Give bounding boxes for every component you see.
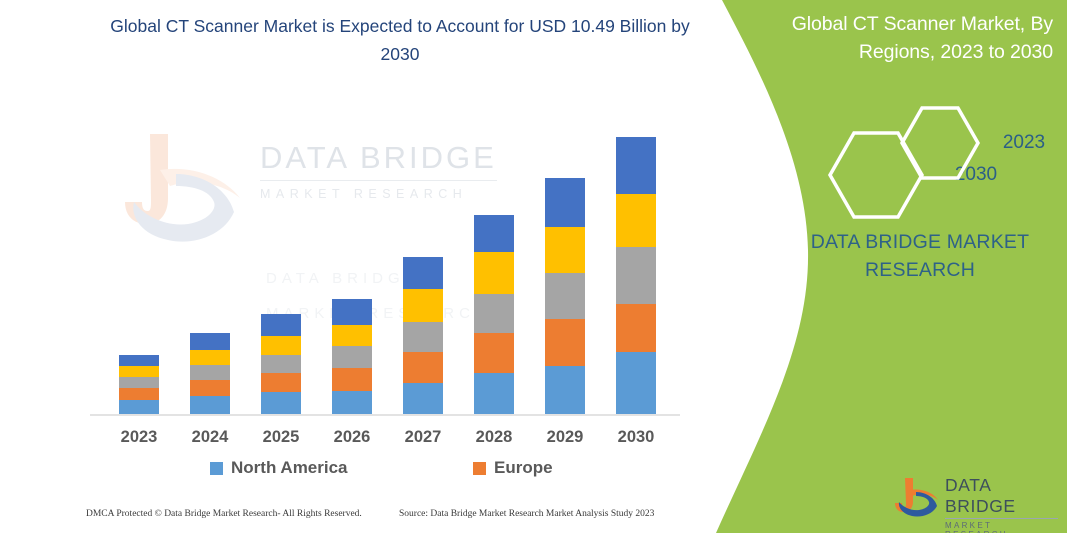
bar-segment-europe [190,380,230,396]
x-axis-label-2026: 2026 [333,428,371,446]
bar-segment-series-4 [403,289,443,322]
x-axis-label-2030: 2030 [617,428,655,446]
bar-segment-series-3 [474,294,514,333]
bar-segment-north-america [403,383,443,414]
brand-logo-text: DATA BRIDGE MARKET RESEARCH [945,475,1058,533]
panel-brand-line2: RESEARCH [865,259,975,281]
hexagon-label-2023: 2023 [1002,132,1046,153]
hexagon-outline-icon [899,106,981,180]
footer-source-note: Source: Data Bridge Market Research Mark… [399,509,655,519]
bar-segment-series-4 [332,325,372,346]
bar-segment-series-3 [261,355,301,373]
chart-legend: North America Europe [90,455,680,483]
chart-plot-area: DATA BRIDGE MARKET RESEARCH DATA BRIDGE … [90,120,680,416]
legend-item-north-america[interactable]: North America [210,458,348,478]
bar-segment-europe [261,373,301,392]
chart-title: Global CT Scanner Market is Expected to … [110,16,690,64]
bar-segment-series-4 [545,227,585,273]
bar-segment-europe [332,368,372,391]
stacked-bar-2028[interactable] [474,215,514,414]
bar-segment-series-3 [332,346,372,368]
legend-item-europe[interactable]: Europe [473,458,553,478]
x-axis-label-2028: 2028 [475,428,513,446]
bar-segment-series-4 [119,366,159,377]
bar-segment-north-america [332,391,372,414]
bar-segment-series-5 [332,299,372,325]
panel-brand-name: DATA BRIDGE MARKET RESEARCH [790,228,1050,284]
stacked-bar-2023[interactable] [119,355,159,414]
bar-segment-series-5 [261,314,301,336]
panel-brand-line1: DATA BRIDGE MARKET [810,231,1030,253]
bar-segment-series-5 [474,215,514,252]
stacked-bar-2024[interactable] [190,333,230,414]
brand-logo-line2: MARKET RESEARCH [945,521,1006,533]
stacked-bar-2027[interactable] [403,257,443,414]
bar-segment-europe [474,333,514,373]
bar-segment-europe [616,304,656,352]
footer-dmca-notice: DMCA Protected © Data Bridge Market Rese… [86,509,362,519]
bar-segment-series-4 [474,252,514,294]
hexagon-badge-2030: 2030 [826,128,997,222]
bar-segment-series-3 [190,365,230,380]
stacked-bar-2029[interactable] [545,178,585,414]
brand-logo: DATA BRIDGE MARKET RESEARCH [893,474,1058,533]
x-axis-label-2029: 2029 [546,428,584,446]
bar-segment-series-4 [616,194,656,247]
stacked-bar-group [90,120,680,416]
bar-segment-north-america [261,392,301,414]
x-axis-line [90,414,680,416]
hexagon-label-2030: 2030 [954,164,998,185]
legend-swatch-europe [473,461,486,475]
bar-segment-series-3 [545,273,585,319]
legend-swatch-north-america [210,461,223,475]
bar-segment-series-5 [616,137,656,194]
bar-segment-north-america [616,352,656,414]
x-axis-label-2025: 2025 [262,428,300,446]
bar-segment-north-america [474,373,514,414]
x-axis-label-2024: 2024 [191,428,229,446]
legend-label-europe: Europe [494,458,553,477]
bar-segment-series-5 [545,178,585,227]
hexagon-outline-icon [827,131,925,219]
stacked-bar-2030[interactable] [616,137,656,414]
bar-segment-north-america [119,400,159,414]
x-axis-labels: 2023 2024 2025 2026 2027 2028 2029 2030 [90,428,680,454]
bar-segment-north-america [545,366,585,414]
hexagon-badge-2023: 2023 [898,104,1045,182]
x-axis-label-2027: 2027 [404,428,442,446]
bar-segment-series-5 [403,257,443,289]
bar-segment-series-3 [616,247,656,304]
brand-logo-line1: DATA BRIDGE [945,475,1058,519]
bar-segment-europe [119,388,159,400]
bar-segment-europe [403,352,443,383]
bar-segment-europe [545,319,585,366]
bar-segment-series-4 [261,336,301,355]
bar-segment-series-4 [190,350,230,365]
stacked-bar-2026[interactable] [332,299,372,414]
x-axis-label-2023: 2023 [120,428,158,446]
bar-segment-series-5 [190,333,230,350]
data-bridge-logo-icon [895,478,938,517]
bar-segment-north-america [190,396,230,414]
legend-label-north-america: North America [231,458,348,477]
bar-segment-series-3 [403,322,443,352]
bar-segment-series-5 [119,355,159,366]
panel-title: Global CT Scanner Market, By Regions, 20… [791,13,1053,63]
bar-segment-series-3 [119,377,159,388]
stacked-bar-2025[interactable] [261,314,301,414]
